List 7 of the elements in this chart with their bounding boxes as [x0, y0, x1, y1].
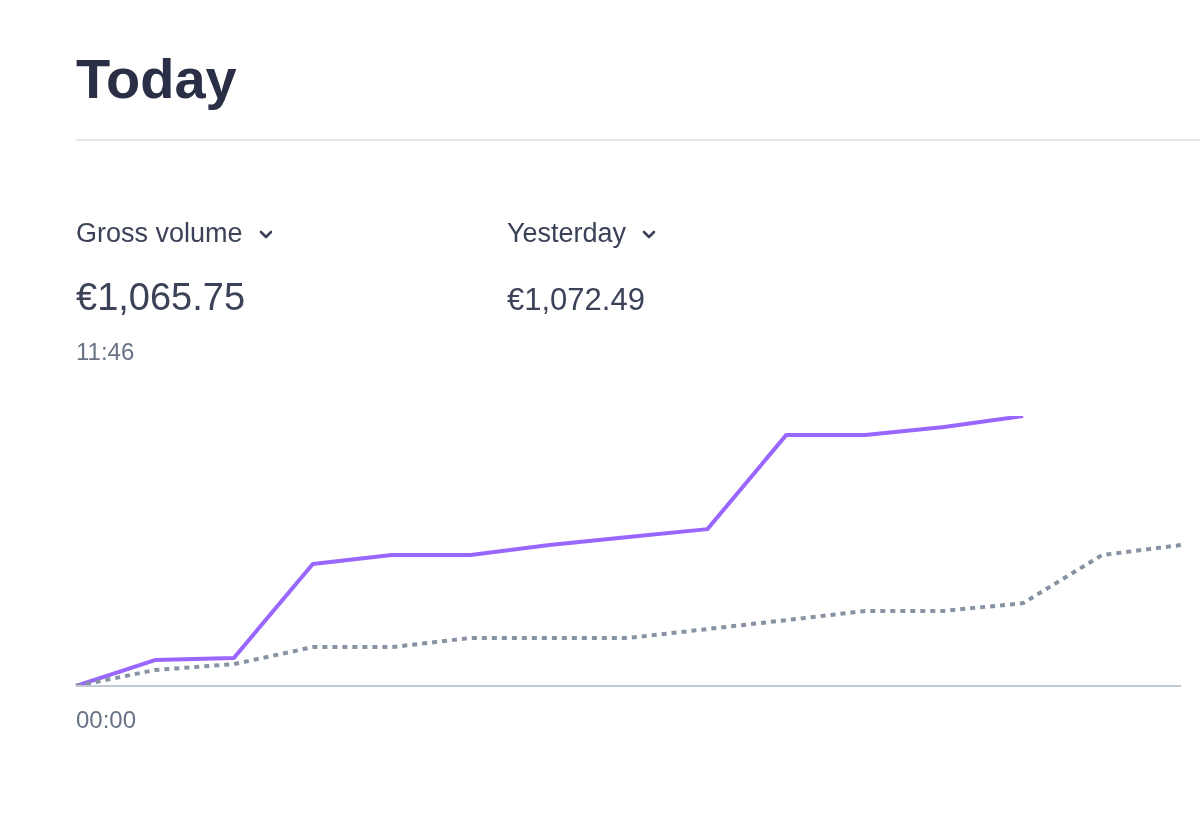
text: 00:00 [76, 706, 137, 733]
text: Gross volume [76, 218, 243, 248]
text: €1,072.49 [507, 282, 645, 317]
chart-title: Today [76, 46, 237, 111]
text: Yesterday [507, 218, 627, 248]
text: €1,065.75 [76, 276, 246, 318]
text: 11:46 [76, 338, 135, 365]
